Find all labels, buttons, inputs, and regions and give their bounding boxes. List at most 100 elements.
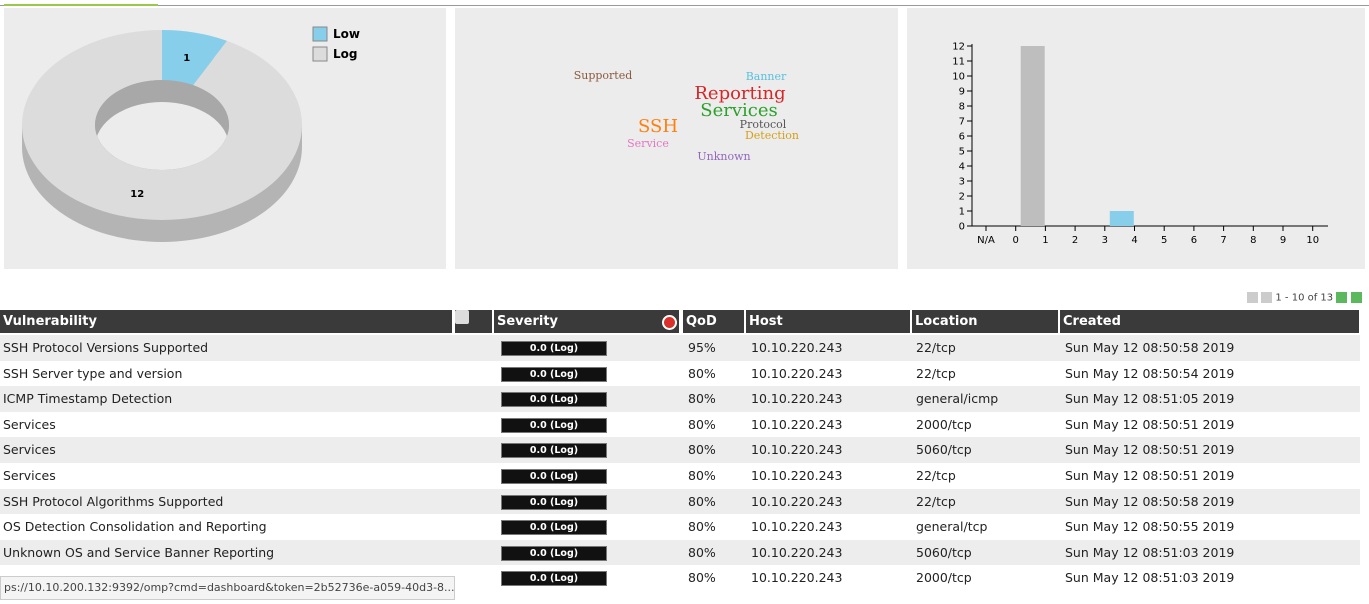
link[interactable]: 10.10.220.243: [751, 391, 843, 407]
cell: Sun May 12 08:51:03 2019: [1065, 570, 1235, 586]
link[interactable]: Services: [3, 468, 56, 483]
column-header: Vulnerability: [0, 310, 452, 333]
cell: 22/tcp: [916, 468, 956, 483]
first-page[interactable]: [1247, 292, 1258, 303]
cell: Sun May 12 08:50:51 2019: [1065, 416, 1235, 432]
panel: [455, 8, 898, 269]
last-page[interactable]: [1350, 292, 1362, 303]
cell: Sun May 12 08:51:05 2019: [1065, 391, 1235, 407]
link[interactable]: 10.10.220.243: [751, 416, 843, 432]
column-header: Host: [746, 310, 910, 333]
cell: Sun May 12 08:50:51 2019: [1065, 468, 1235, 483]
cell: 2000/tcp: [916, 570, 972, 586]
cell: Sun May 12 08:50:54 2019: [1065, 365, 1235, 381]
cell: 22/tcp: [916, 365, 956, 381]
word: Services: [700, 100, 777, 121]
cell: Sun May 12 08:50:55 2019: [1065, 519, 1235, 535]
bar: [1109, 211, 1134, 226]
tab-indicator: [4, 4, 158, 6]
cell: 80%: [688, 391, 716, 407]
icon[interactable]: [662, 315, 677, 330]
cell: 80%: [688, 416, 716, 432]
status-bar: ps://10.10.200.132:9392/omp?cmd=dashboar…: [0, 576, 455, 600]
link[interactable]: 10.10.220.243: [751, 365, 843, 381]
table-row: [0, 386, 1360, 412]
x-tick-label: 0: [1013, 235, 1019, 246]
link[interactable]: SSH Protocol Algorithms Supported: [3, 493, 224, 509]
table-row: [0, 463, 1360, 489]
x-tick-label: 3: [1102, 235, 1108, 246]
cell: 22/tcp: [916, 493, 956, 509]
x-tick-label: 7: [1220, 235, 1226, 246]
legend-swatch: [312, 26, 328, 42]
link[interactable]: 10.10.220.243: [751, 340, 843, 355]
y-tick-label: 2: [959, 192, 965, 203]
x-tick-label: 6: [1191, 235, 1197, 246]
y-tick-label: 3: [959, 177, 965, 188]
link[interactable]: 10.10.220.243: [751, 468, 843, 483]
link[interactable]: 10.10.220.243: [751, 519, 843, 535]
prev-page[interactable]: [1261, 292, 1273, 303]
link[interactable]: SSH Server type and version: [3, 365, 183, 381]
word: Detection: [745, 129, 799, 142]
link[interactable]: SSH Protocol Versions Supported: [3, 340, 209, 355]
word: Reporting: [694, 83, 785, 104]
x-tick-label: 9: [1280, 235, 1286, 246]
cell: 80%: [688, 544, 716, 560]
severity-bar: 0.0 (Log): [501, 341, 607, 356]
column-header: Created: [1060, 310, 1359, 333]
table-row: [0, 335, 1360, 361]
severity-bar: 0.0 (Log): [501, 494, 607, 510]
x-tick-label: 1: [1042, 235, 1048, 246]
cell: 80%: [688, 519, 716, 535]
cell: 5060/tcp: [916, 544, 972, 560]
next-page[interactable]: [1336, 292, 1348, 303]
link[interactable]: 10.10.220.243: [751, 570, 843, 586]
table-row: [0, 488, 1360, 515]
word: SSH: [638, 116, 678, 137]
link[interactable]: 10.10.220.243: [751, 493, 843, 509]
cell: Sun May 12 08:50:58 2019: [1065, 340, 1235, 355]
y-tick-label: 1: [959, 207, 965, 218]
x-tick-label: 8: [1250, 235, 1256, 246]
severity-bar: 0.0 (Log): [501, 417, 607, 433]
donut-slice: [22, 30, 303, 220]
slice-label: 12: [130, 189, 144, 200]
cell: 80%: [688, 570, 716, 586]
word: Supported: [574, 69, 633, 82]
word: Unknown: [697, 150, 750, 163]
severity-bar: 0.0 (Log): [501, 571, 607, 587]
top-rule: [0, 5, 1369, 6]
link[interactable]: ICMP Timestamp Detection: [3, 391, 173, 407]
y-tick-label: 10: [952, 72, 965, 83]
severity-bar: 0.0 (Log): [501, 520, 607, 536]
link[interactable]: 10.10.220.243: [751, 544, 843, 560]
link[interactable]: Services: [3, 442, 56, 458]
word: Service: [627, 137, 669, 150]
table-row: [0, 360, 1360, 387]
link[interactable]: Unknown OS and Service Banner Reporting: [3, 544, 275, 560]
legend-swatch: [312, 46, 328, 62]
donut-slice: [162, 30, 228, 86]
severity-bar: 0.0 (Log): [501, 469, 607, 484]
cell: 80%: [688, 365, 716, 381]
cell: 5060/tcp: [916, 442, 972, 458]
link[interactable]: 10.10.220.243: [751, 442, 843, 458]
column-header: QoD: [683, 310, 744, 333]
table-row: [0, 514, 1360, 540]
x-tick-label: 5: [1161, 235, 1167, 246]
severity-bar: 0.0 (Log): [501, 545, 607, 561]
cell: Sun May 12 08:50:58 2019: [1065, 493, 1235, 509]
column-header[interactable]: [455, 310, 492, 333]
cell: general/icmp: [916, 391, 999, 407]
bar: [1020, 46, 1045, 226]
link[interactable]: Services: [3, 416, 56, 432]
link[interactable]: OS Detection Consolidation and Reporting: [3, 519, 267, 535]
y-tick-label: 5: [959, 147, 965, 158]
table-row: [0, 539, 1360, 566]
y-tick-label: 11: [952, 57, 965, 68]
word: Protocol: [740, 118, 787, 131]
y-tick-label: 12: [952, 42, 965, 53]
